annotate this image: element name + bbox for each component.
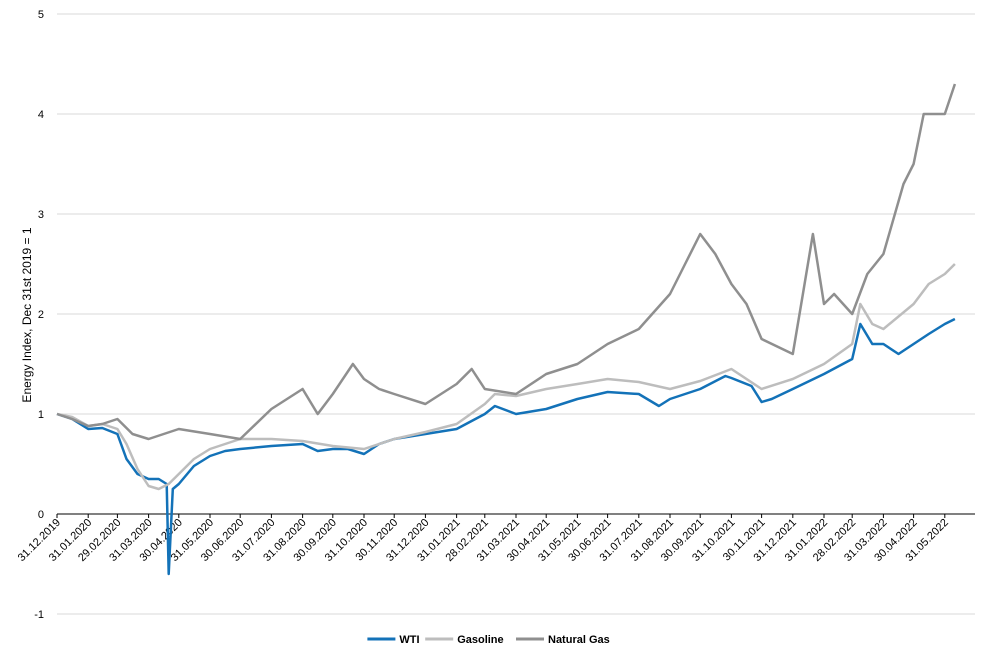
legend-item: Gasoline (425, 634, 504, 646)
legend-item: Natural Gas (516, 634, 610, 646)
series-line-wti (56, 317, 956, 576)
y-tick-label: 5 (38, 9, 44, 21)
y-tick-label: 4 (38, 109, 44, 121)
series-line-natural-gas (56, 83, 957, 441)
y-axis-ticks: -1 0 1 2 3 4 5 (34, 9, 44, 621)
legend-label: Natural Gas (548, 634, 610, 646)
legend: WTI Gasoline Natural Gas (367, 634, 610, 646)
legend-label: Gasoline (457, 634, 503, 646)
y-tick-label: 3 (38, 209, 44, 221)
y-tick-label: 0 (38, 509, 44, 521)
series-lines (56, 83, 957, 576)
y-tick-label: -1 (34, 609, 44, 621)
legend-label: WTI (399, 634, 419, 646)
y-axis-title: Energy Index, Dec 31st 2019 = 1 (20, 227, 34, 402)
y-tick-label: 2 (38, 309, 44, 321)
y-tick-label: 1 (38, 409, 44, 421)
legend-item: WTI (367, 634, 420, 646)
series-line-gasoline (56, 263, 956, 491)
